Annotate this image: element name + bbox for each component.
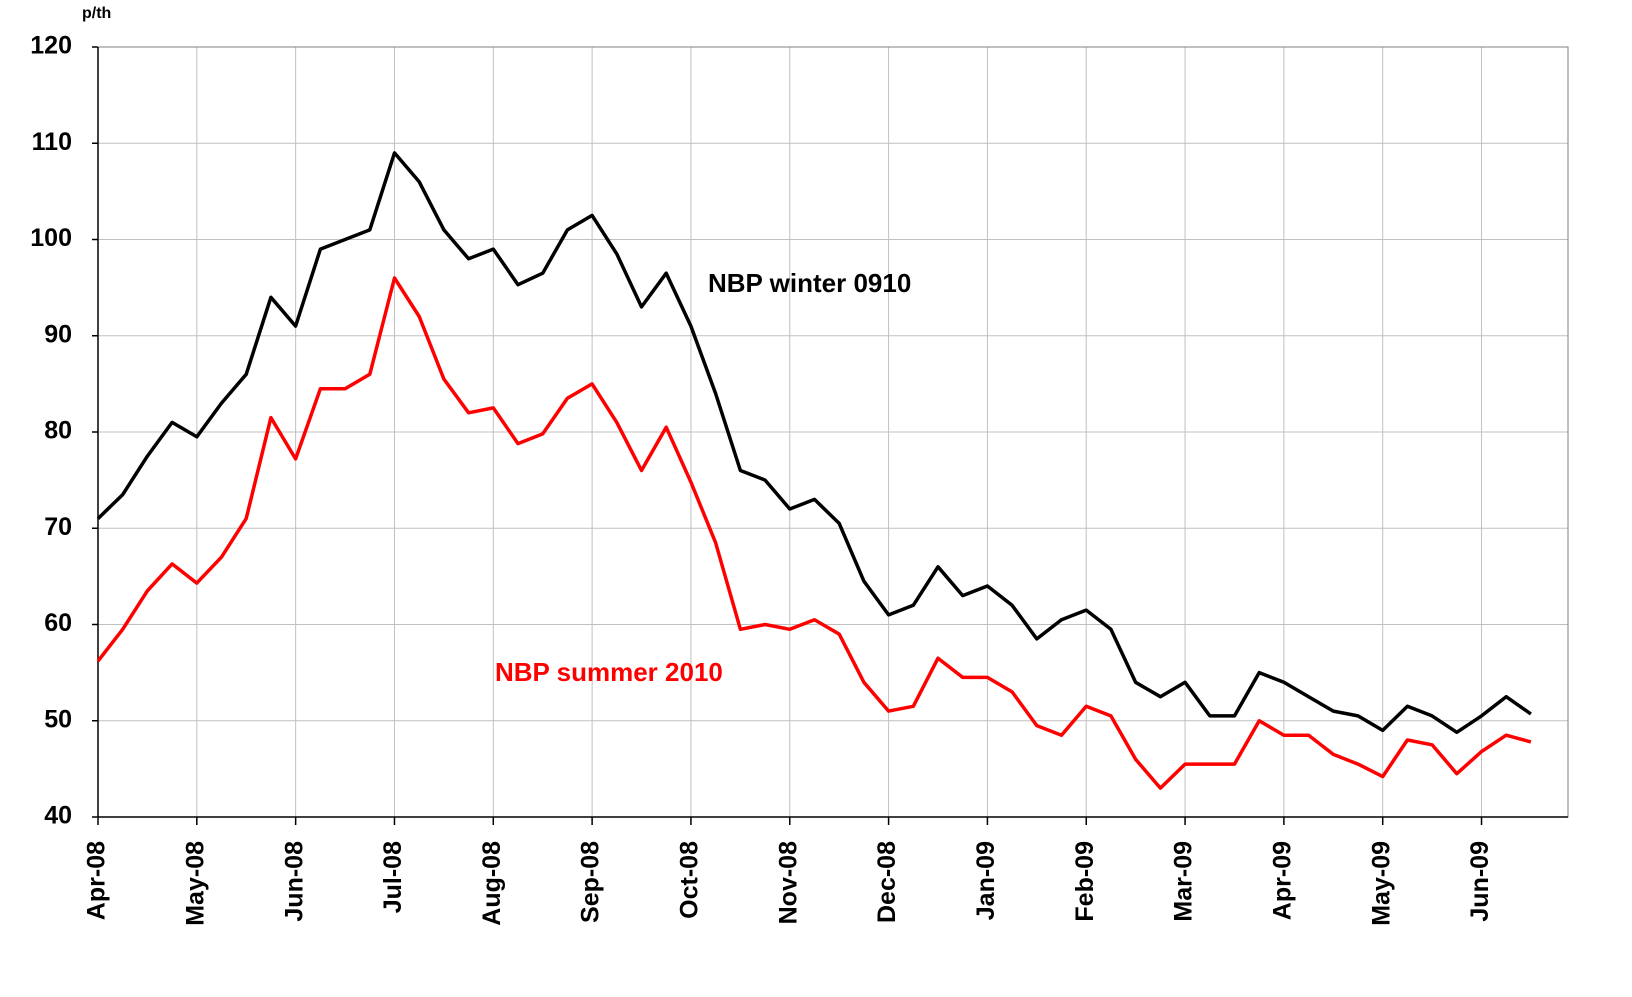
y-tick-label: 110 — [32, 128, 72, 156]
y-tick-label: 70 — [44, 513, 72, 541]
y-axis-unit: p/th — [82, 5, 111, 22]
y-tick-label: 40 — [44, 802, 72, 830]
x-tick-label: May-09 — [1367, 841, 1395, 926]
x-tick-label: Mar-09 — [1170, 841, 1198, 922]
x-tick-label: Sep-08 — [577, 841, 605, 923]
x-tick-label: Jul-08 — [379, 841, 407, 913]
x-tick-label: Apr-08 — [83, 841, 111, 920]
x-tick-label: May-08 — [181, 841, 209, 926]
x-tick-label: Oct-08 — [676, 841, 704, 919]
y-tick-label: 100 — [30, 224, 72, 252]
data-line — [96, 151, 1532, 735]
series-label: NBP summer 2010 — [495, 657, 723, 687]
x-tick-label: Aug-08 — [478, 841, 506, 926]
x-tick-label: Jun-09 — [1466, 841, 1494, 922]
x-tick-label: Feb-09 — [1071, 841, 1099, 922]
series-label: NBP winter 0910 — [708, 268, 911, 298]
y-tick-label: 120 — [30, 32, 72, 60]
y-tick-label: 60 — [44, 609, 72, 637]
x-tick-label: Apr-09 — [1268, 841, 1296, 920]
y-tick-label: 80 — [44, 417, 72, 445]
y-tick-label: 50 — [44, 705, 72, 733]
data-line — [96, 276, 1532, 790]
x-tick-label: Jun-08 — [280, 841, 308, 922]
y-tick-label: 90 — [44, 320, 72, 348]
x-tick-label: Nov-08 — [774, 841, 802, 924]
x-tick-label: Dec-08 — [873, 841, 901, 923]
x-tick-label: Jan-09 — [972, 841, 1000, 920]
